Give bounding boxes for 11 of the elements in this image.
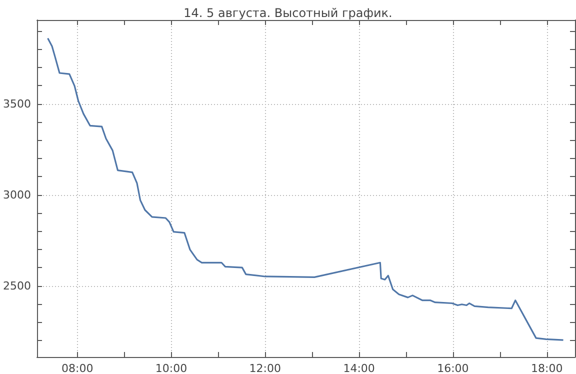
x-tick-label: 08:00 <box>62 362 94 374</box>
y-tick-label: 3000 <box>2 188 31 202</box>
y-tick-label: 2500 <box>2 279 31 292</box>
x-tick-label: 14:00 <box>343 362 375 374</box>
x-tick-label: 12:00 <box>249 362 282 374</box>
x-tick-label: 16:00 <box>437 362 469 374</box>
x-tick-label: 10:00 <box>155 362 188 374</box>
x-tick-label: 18:00 <box>530 362 563 374</box>
chart-title: 14. 5 августа. Высотный график. <box>184 6 392 20</box>
line-series <box>46 37 564 341</box>
y-tick-label: 3500 <box>2 97 31 110</box>
